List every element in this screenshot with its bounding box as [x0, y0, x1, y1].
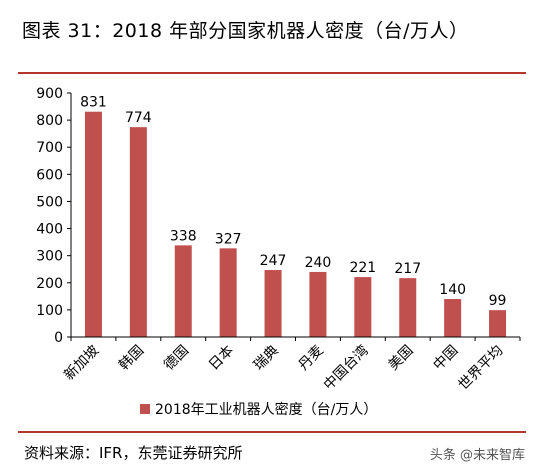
source-note: 资料来源：IFR，东莞证券研究所 — [24, 444, 243, 462]
data-label: 221 — [349, 260, 376, 276]
legend-swatch — [140, 404, 150, 414]
bar-series — [84, 111, 507, 337]
footer-rule — [18, 431, 526, 433]
y-tick-label: 900 — [36, 86, 63, 102]
y-tick-label: 800 — [36, 113, 63, 129]
bar — [129, 127, 147, 337]
x-tick-label: 新加坡 — [61, 343, 102, 384]
x-tick-label: 德国 — [161, 343, 192, 374]
y-tick-label: 0 — [54, 330, 63, 346]
y-tick-label: 200 — [36, 276, 63, 292]
y-tick-label: 400 — [36, 222, 63, 238]
bar-chart: 0 100 200 300 400 500 600 700 800 900 831 774 338 32… — [36, 86, 521, 418]
data-label: 338 — [170, 228, 197, 244]
y-tick-label: 700 — [36, 140, 63, 156]
bar — [174, 245, 192, 337]
y-tick-label: 600 — [36, 167, 63, 183]
data-label: 327 — [215, 231, 242, 247]
bar — [444, 299, 462, 337]
data-label: 99 — [489, 293, 507, 309]
bar — [309, 271, 327, 337]
data-labels: 831 774 338 327 247 240 221 217 140 99 — [80, 95, 506, 309]
bar — [219, 248, 237, 337]
legend: 2018年工业机器人密度（台/万人） — [140, 401, 377, 418]
data-label: 774 — [125, 110, 152, 126]
y-tick-label: 300 — [36, 249, 63, 265]
watermark: 头条 @未来智库 — [429, 448, 525, 463]
legend-label: 2018年工业机器人密度（台/万人） — [155, 401, 377, 418]
data-label: 140 — [439, 282, 466, 298]
x-tick-label: 世界平均 — [455, 343, 506, 394]
bar — [489, 310, 507, 337]
x-tick-label: 丹麦 — [296, 343, 327, 374]
x-tick-label: 日本 — [206, 343, 237, 374]
x-tick-label: 瑞典 — [251, 343, 282, 374]
data-label: 247 — [260, 253, 287, 269]
bar — [264, 270, 282, 337]
y-tick-label: 100 — [36, 303, 63, 319]
page-title: 图表 31：2018 年部分国家机器人密度（台/万人） — [22, 20, 469, 42]
bar — [399, 278, 417, 337]
y-tick-label: 500 — [36, 194, 63, 210]
data-label: 831 — [80, 95, 107, 111]
title-rule — [18, 72, 526, 74]
x-tick-label: 中国 — [430, 343, 461, 374]
bar — [84, 111, 102, 337]
data-label: 217 — [394, 261, 421, 277]
x-tick-label: 美国 — [385, 343, 416, 374]
x-tick-label: 中国台湾 — [320, 342, 372, 394]
data-label: 240 — [305, 255, 332, 271]
y-axis: 0 100 200 300 400 500 600 700 800 900 — [36, 86, 72, 346]
bar — [354, 277, 372, 337]
x-tick-label: 韩国 — [116, 343, 147, 374]
